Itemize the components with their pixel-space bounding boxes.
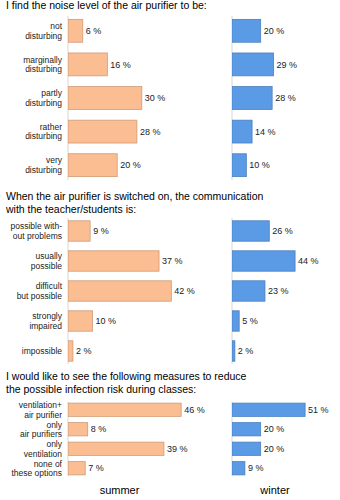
- bar: [68, 19, 83, 42]
- category-label: stronglyimpaired: [29, 311, 62, 331]
- data-label: 42 %: [174, 286, 195, 296]
- category-label: onlyventilation: [24, 439, 63, 459]
- category-label: impossible: [22, 346, 62, 356]
- bar: [232, 423, 261, 436]
- category-label: onlyair purifiers: [20, 420, 63, 440]
- category-label: usuallypossible: [31, 251, 63, 271]
- data-label: 20 %: [264, 444, 285, 454]
- data-label: 10 %: [249, 160, 270, 170]
- data-label: 2 %: [238, 346, 254, 356]
- data-label: 20 %: [120, 160, 141, 170]
- category-label: possible with-out problems: [11, 221, 63, 241]
- data-label: 30 %: [145, 93, 166, 103]
- data-label: 51 %: [308, 405, 329, 415]
- category-label: marginallydisturbing: [23, 55, 62, 75]
- chart-title: I find the noise level of the air purifi…: [6, 0, 207, 11]
- bar: [68, 281, 171, 301]
- chart-root: I find the noise level of the air purifi…: [0, 0, 340, 500]
- bar: [232, 87, 272, 110]
- bar: [68, 251, 159, 271]
- bar: [68, 403, 181, 416]
- data-label: 5 %: [242, 316, 258, 326]
- category-label: none ofthese options: [11, 459, 62, 479]
- panel: I would like to see the following measur…: [6, 370, 247, 496]
- data-label: 7 %: [88, 463, 104, 473]
- category-label: partlydisturbing: [25, 88, 63, 108]
- bars: [232, 403, 305, 475]
- data-label: 9 %: [248, 463, 264, 473]
- data-label: 14 %: [255, 127, 276, 137]
- bar: [68, 462, 85, 475]
- data-label: 28 %: [275, 93, 296, 103]
- data-label: 9 %: [93, 226, 109, 236]
- data-label: 20 %: [264, 424, 285, 434]
- bar: [232, 19, 261, 42]
- panel: 51 %20 %20 %9 %winter: [232, 402, 329, 496]
- panel: 26 % 44 % 23 % 5 % 2 %: [232, 218, 319, 364]
- bar: [68, 221, 90, 241]
- bar: [68, 87, 142, 110]
- bar: [232, 403, 305, 416]
- data-label: 8 %: [91, 424, 107, 434]
- chart-title: When the air purifier is switched on, th…: [5, 190, 264, 215]
- panel-label: summer: [100, 484, 140, 496]
- category-label: notdisturbing: [25, 21, 62, 41]
- bar: [68, 120, 137, 143]
- bars: [232, 221, 295, 361]
- panel: I find the noise level of the air purifi…: [6, 0, 207, 180]
- bar: [68, 311, 93, 331]
- data-label: 28 %: [140, 127, 161, 137]
- panel: When the air purifier is switched on, th…: [5, 190, 264, 364]
- bar: [232, 251, 295, 271]
- category-label: ratherdisturbing: [25, 122, 62, 142]
- bar: [232, 53, 274, 76]
- data-label: 26 %: [272, 226, 293, 236]
- category-label: difficultbut possible: [17, 281, 63, 301]
- bar: [68, 341, 73, 361]
- bar: [232, 281, 265, 301]
- bar: [232, 120, 252, 143]
- category-label: verydisturbing: [25, 155, 63, 175]
- chart-title: I would like to see the following measur…: [6, 370, 247, 395]
- bars: [68, 19, 142, 176]
- bar: [232, 341, 235, 361]
- bar: [232, 154, 246, 177]
- data-label: 37 %: [162, 256, 183, 266]
- data-label: 23 %: [268, 286, 289, 296]
- bars: [68, 403, 181, 475]
- bar: [68, 154, 117, 177]
- category-label: ventilation+air purifier: [19, 400, 62, 420]
- data-label: 2 %: [76, 346, 92, 356]
- bar: [68, 53, 107, 76]
- data-label: 20 %: [264, 26, 285, 36]
- bar: [232, 221, 269, 241]
- data-label: 10 %: [96, 316, 117, 326]
- bar: [68, 423, 88, 436]
- bar: [232, 462, 245, 475]
- panel: 20 % 29 % 28 % 14 % 10 %: [232, 16, 297, 180]
- data-label: 39 %: [167, 444, 188, 454]
- data-label: 16 %: [110, 60, 131, 70]
- panel-label: winter: [259, 484, 290, 496]
- bar: [68, 442, 164, 455]
- data-label: 6 %: [86, 26, 102, 36]
- data-label: 46 %: [184, 405, 205, 415]
- data-label: 29 %: [277, 60, 298, 70]
- bars: [232, 19, 274, 176]
- bar: [232, 311, 239, 331]
- bar: [232, 442, 261, 455]
- bars: [68, 221, 171, 361]
- data-label: 44 %: [298, 256, 319, 266]
